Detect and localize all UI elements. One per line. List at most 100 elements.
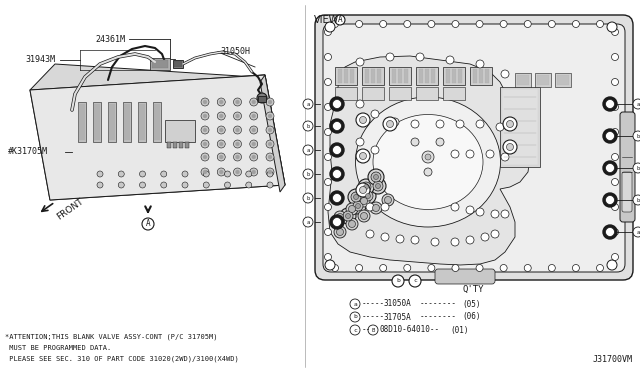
Bar — [138, 102, 146, 142]
Circle shape — [234, 140, 241, 148]
Circle shape — [268, 142, 272, 146]
Circle shape — [391, 118, 399, 126]
Circle shape — [324, 103, 332, 110]
Circle shape — [363, 191, 373, 201]
Text: MUST BE PROGRAMMED DATA.: MUST BE PROGRAMMED DATA. — [5, 345, 111, 351]
Circle shape — [268, 128, 272, 132]
Circle shape — [603, 97, 617, 111]
Circle shape — [325, 260, 335, 270]
Circle shape — [411, 236, 419, 244]
Circle shape — [333, 193, 342, 202]
Circle shape — [220, 100, 223, 104]
Circle shape — [333, 99, 342, 109]
Circle shape — [360, 212, 367, 219]
Circle shape — [371, 146, 379, 154]
Text: -----: ----- — [362, 299, 385, 308]
Bar — [344, 69, 348, 83]
Circle shape — [368, 169, 384, 185]
Bar — [258, 96, 266, 102]
Bar — [419, 69, 423, 83]
Text: 08D10-64010--: 08D10-64010-- — [380, 326, 440, 334]
Circle shape — [364, 185, 369, 189]
Text: b: b — [396, 279, 400, 283]
Text: b: b — [636, 134, 639, 138]
Circle shape — [374, 174, 378, 180]
Circle shape — [371, 110, 379, 118]
Circle shape — [605, 99, 614, 109]
Circle shape — [140, 171, 145, 177]
Circle shape — [333, 218, 342, 227]
Text: c: c — [353, 327, 357, 333]
Bar — [485, 69, 489, 83]
Circle shape — [303, 217, 313, 227]
Bar — [338, 69, 342, 83]
Bar — [515, 73, 531, 87]
Circle shape — [252, 128, 256, 132]
Circle shape — [97, 182, 103, 188]
Text: -----: ----- — [362, 312, 385, 321]
Circle shape — [267, 182, 273, 188]
Text: b: b — [307, 124, 310, 128]
Circle shape — [203, 114, 207, 118]
Bar — [165, 120, 195, 142]
Circle shape — [383, 117, 397, 131]
Circle shape — [330, 97, 344, 111]
Circle shape — [603, 129, 617, 143]
Bar — [79, 104, 85, 140]
Circle shape — [182, 182, 188, 188]
Circle shape — [611, 179, 618, 186]
Circle shape — [349, 221, 355, 228]
Circle shape — [596, 264, 604, 272]
Circle shape — [225, 171, 230, 177]
Bar — [446, 69, 450, 83]
Circle shape — [496, 123, 504, 131]
Bar — [443, 87, 465, 100]
Circle shape — [611, 253, 618, 260]
Circle shape — [97, 171, 103, 177]
Ellipse shape — [355, 97, 500, 227]
Bar — [517, 75, 529, 85]
Circle shape — [605, 196, 614, 205]
Circle shape — [201, 98, 209, 106]
Circle shape — [524, 264, 531, 272]
Text: b: b — [353, 314, 357, 320]
Text: a: a — [353, 301, 357, 307]
Circle shape — [633, 195, 640, 205]
Text: --------: -------- — [420, 299, 457, 308]
Text: b: b — [636, 166, 639, 170]
Text: *ATTENTION;THIS BLANK VALVE ASSY-CONT (P/C 31705M): *ATTENTION;THIS BLANK VALVE ASSY-CONT (P… — [5, 334, 218, 340]
Circle shape — [404, 264, 411, 272]
Circle shape — [491, 230, 499, 238]
Circle shape — [217, 153, 225, 161]
Circle shape — [356, 113, 370, 127]
Circle shape — [324, 203, 332, 211]
Circle shape — [324, 179, 332, 186]
Circle shape — [236, 142, 239, 146]
Circle shape — [503, 140, 517, 154]
Circle shape — [118, 182, 124, 188]
Circle shape — [266, 153, 274, 161]
Text: --------: -------- — [420, 312, 457, 321]
Bar — [173, 60, 183, 68]
Circle shape — [611, 54, 618, 61]
FancyBboxPatch shape — [435, 269, 495, 284]
Circle shape — [466, 150, 474, 158]
Circle shape — [268, 170, 272, 174]
Bar — [377, 69, 381, 83]
Circle shape — [411, 138, 419, 146]
Circle shape — [605, 228, 614, 237]
Text: (05): (05) — [462, 299, 481, 308]
Circle shape — [234, 112, 241, 120]
Circle shape — [605, 131, 614, 141]
Circle shape — [501, 70, 509, 78]
Circle shape — [353, 201, 363, 211]
Circle shape — [416, 53, 424, 61]
Circle shape — [380, 264, 387, 272]
Circle shape — [203, 142, 207, 146]
Text: 31050H: 31050H — [220, 48, 250, 57]
Bar — [458, 69, 462, 83]
Circle shape — [266, 140, 274, 148]
Bar — [500, 87, 540, 167]
Circle shape — [486, 150, 494, 158]
Circle shape — [456, 120, 464, 128]
